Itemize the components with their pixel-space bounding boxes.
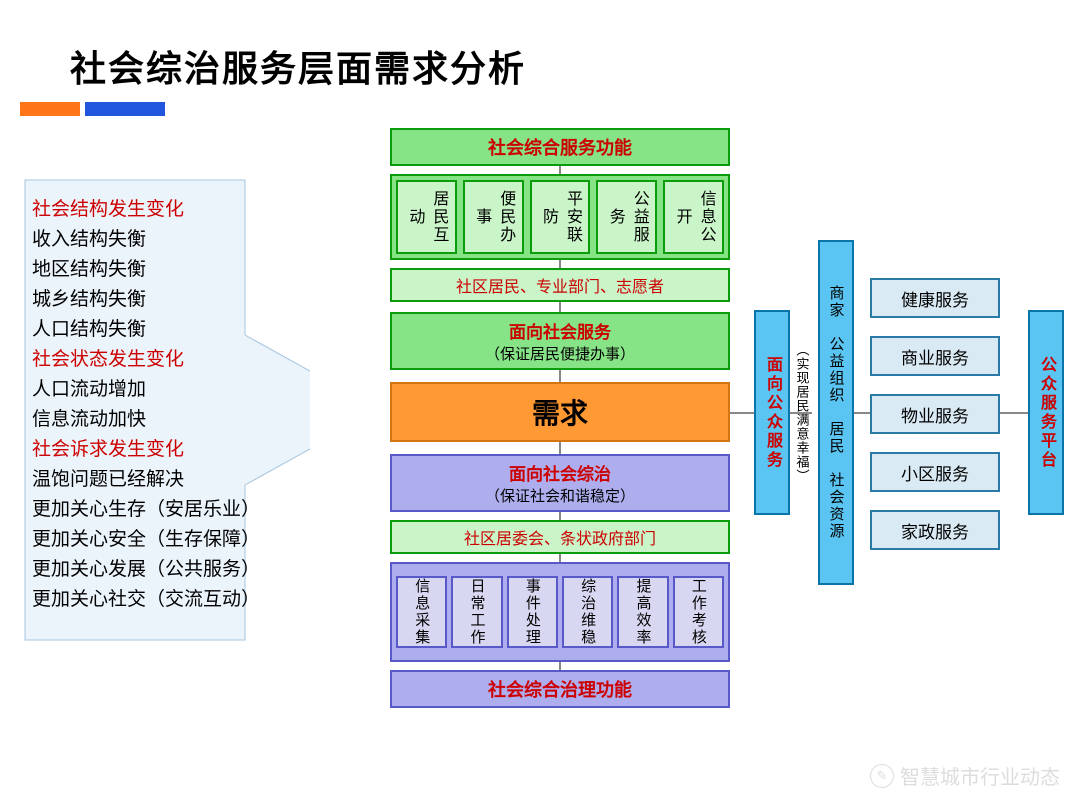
mid-bottom-box: 面向社会综治 （保证社会和谐稳定） <box>390 454 730 512</box>
service-box: 商业服务 <box>870 336 1000 376</box>
connector <box>559 302 561 312</box>
who-top-box: 社区居民、专业部门、志愿者 <box>390 268 730 302</box>
top-item: 平安联防 <box>530 180 591 254</box>
right-col2: 商家 公益组织 居民 社会资源 <box>818 240 854 585</box>
left-panel: 社会结构发生变化收入结构失衡地区结构失衡城乡结构失衡人口结构失衡社会状态发生变化… <box>20 175 310 645</box>
left-item: 社会诉求发生变化 <box>32 435 292 465</box>
left-item: 信息流动加快 <box>32 405 292 435</box>
connector <box>1000 412 1028 414</box>
left-item: 地区结构失衡 <box>32 255 292 285</box>
bottom-item: 提高效率 <box>617 576 668 648</box>
connector <box>559 442 561 454</box>
left-item: 温饱问题已经解决 <box>32 465 292 495</box>
right-col1-t1: 面向公众服务 <box>760 356 784 470</box>
connector <box>559 512 561 520</box>
left-item: 社会结构发生变化 <box>32 195 292 225</box>
bottom-item: 信息采集 <box>396 576 447 648</box>
service-box: 健康服务 <box>870 278 1000 318</box>
mid-top-box: 面向社会服务 （保证居民便捷办事） <box>390 312 730 370</box>
left-item: 人口流动增加 <box>32 375 292 405</box>
left-item: 人口结构失衡 <box>32 315 292 345</box>
left-item: 更加关心发展（公共服务） <box>32 555 292 585</box>
connector <box>559 554 561 562</box>
bottom-item: 事件处理 <box>507 576 558 648</box>
bottom-item: 日常工作 <box>451 576 502 648</box>
left-item: 社会状态发生变化 <box>32 345 292 375</box>
top-item: 便民办事 <box>463 180 524 254</box>
mid-top-t2: （保证居民便捷办事） <box>485 343 635 364</box>
service-box: 小区服务 <box>870 452 1000 492</box>
bottom-item: 工作考核 <box>673 576 724 648</box>
center-diagram: 社会综合服务功能 居民互动便民办事平安联防公益服务信息公开 社区居民、专业部门、… <box>390 128 730 708</box>
connector <box>559 370 561 382</box>
mid-bottom-t1: 面向社会综治 <box>509 460 611 485</box>
mid-top-t1: 面向社会服务 <box>509 318 611 343</box>
top-items-row: 居民互动便民办事平安联防公益服务信息公开 <box>390 174 730 260</box>
watermark: ✎ 智慧城市行业动态 <box>870 761 1060 790</box>
left-item: 收入结构失衡 <box>32 225 292 255</box>
demand-box: 需求 <box>390 382 730 442</box>
page-title: 社会综治服务层面需求分析 <box>70 40 526 92</box>
who-bottom-box: 社区居委会、条状政府部门 <box>390 520 730 554</box>
connector <box>559 260 561 268</box>
connector <box>559 166 561 174</box>
accent-bar-blue <box>85 102 165 116</box>
right-services: 健康服务商业服务物业服务小区服务家政服务 <box>870 278 1020 568</box>
top-item: 信息公开 <box>663 180 724 254</box>
left-list: 社会结构发生变化收入结构失衡地区结构失衡城乡结构失衡人口结构失衡社会状态发生变化… <box>32 195 292 615</box>
top-item: 居民互动 <box>396 180 457 254</box>
bottom-item: 综治维稳 <box>562 576 613 648</box>
top-item: 公益服务 <box>596 180 657 254</box>
connector <box>559 662 561 670</box>
wechat-icon: ✎ <box>870 764 894 788</box>
mid-bottom-t2: （保证社会和谐稳定） <box>485 485 635 506</box>
left-item: 更加关心社交（交流互动） <box>32 585 292 615</box>
accent-bar-orange <box>20 102 80 116</box>
left-item: 更加关心生存（安居乐业） <box>32 495 292 525</box>
platform-box: 公众服务平台 <box>1028 310 1064 515</box>
top-title-box: 社会综合服务功能 <box>390 128 730 166</box>
service-box: 家政服务 <box>870 510 1000 550</box>
service-box: 物业服务 <box>870 394 1000 434</box>
bottom-items-row: 信息采集日常工作事件处理综治维稳提高效率工作考核 <box>390 562 730 662</box>
connector <box>790 412 812 414</box>
left-item: 城乡结构失衡 <box>32 285 292 315</box>
bottom-title-box: 社会综合治理功能 <box>390 670 730 708</box>
watermark-text: 智慧城市行业动态 <box>900 761 1060 790</box>
connector <box>730 412 754 414</box>
left-item: 更加关心安全（生存保障） <box>32 525 292 555</box>
connector <box>854 412 870 414</box>
right-col1: 面向公众服务 <box>754 310 790 515</box>
